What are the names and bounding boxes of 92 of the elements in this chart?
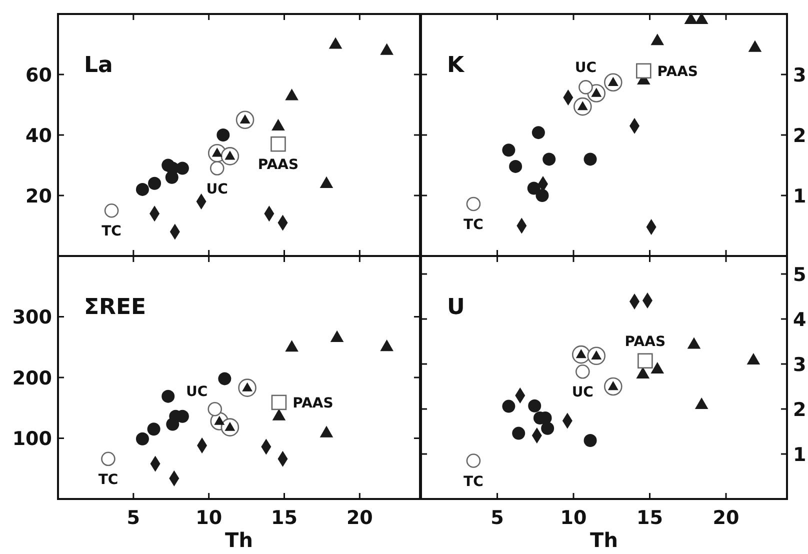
y-tick-label: 40 — [26, 124, 52, 147]
point — [271, 394, 287, 410]
point — [584, 152, 597, 166]
point — [285, 88, 298, 100]
point — [650, 362, 664, 374]
point — [536, 189, 549, 202]
text: La — [84, 53, 113, 78]
point — [330, 330, 344, 342]
text: U — [447, 295, 465, 320]
point — [216, 128, 230, 142]
y-tick-label: 2 — [793, 124, 806, 147]
point — [270, 136, 286, 152]
text: K — [447, 53, 465, 78]
y-tick-label: 3 — [793, 64, 806, 86]
point — [218, 372, 232, 386]
y-tick-label: 300 — [12, 306, 52, 329]
annotation: TC — [98, 472, 118, 488]
point — [684, 12, 698, 24]
y-tick-label: 4 — [793, 308, 806, 331]
x-tick-label: 5 — [490, 507, 504, 529]
point — [176, 162, 189, 175]
point — [578, 80, 593, 94]
annotation: PAAS — [624, 334, 666, 350]
point — [136, 182, 149, 196]
point — [104, 203, 119, 218]
point — [272, 408, 286, 420]
point — [320, 426, 334, 438]
annotation: PAAS — [258, 157, 299, 174]
x-tick-label: 10 — [196, 507, 222, 529]
point — [746, 352, 760, 364]
point — [285, 340, 298, 352]
point — [512, 426, 526, 440]
y-tick-label: 2 — [793, 398, 806, 421]
point — [636, 366, 650, 378]
x-tick-label: 5 — [126, 507, 140, 529]
point — [380, 340, 394, 352]
point — [136, 432, 149, 446]
point — [147, 422, 160, 436]
annotation: PAAS — [292, 395, 334, 412]
annotation: TC — [464, 474, 484, 490]
y-tick-label: 100 — [12, 428, 52, 450]
x-axis-title: Th — [225, 528, 253, 552]
annotation: UC — [572, 384, 594, 401]
point — [748, 40, 762, 52]
point — [466, 196, 481, 212]
point — [638, 353, 653, 368]
point — [687, 337, 701, 349]
y-tick-label: 20 — [26, 185, 52, 208]
annotation: UC — [574, 60, 597, 76]
point — [148, 176, 162, 190]
point — [328, 37, 342, 49]
y-tick-label: 1 — [793, 444, 806, 466]
point — [101, 452, 116, 466]
x-tick-label: 10 — [560, 507, 587, 529]
point — [165, 170, 178, 184]
y-tick-label: 1 — [793, 185, 806, 208]
point — [528, 399, 542, 412]
point — [576, 364, 590, 379]
annotation: UC — [186, 384, 208, 400]
point — [272, 118, 285, 130]
point — [694, 398, 708, 410]
x-tick-label: 20 — [346, 507, 373, 529]
annotation: UC — [206, 181, 228, 198]
point — [527, 182, 540, 195]
point — [532, 126, 545, 140]
x-tick-label: 20 — [712, 507, 740, 529]
point — [541, 422, 554, 435]
point — [584, 434, 597, 447]
point — [636, 63, 652, 79]
point — [466, 454, 481, 468]
point — [208, 402, 222, 416]
x-axis-title: Th — [590, 528, 618, 552]
text: ΣREE — [84, 295, 146, 320]
y-tick-label: 3 — [793, 354, 806, 376]
point — [502, 400, 516, 413]
point — [502, 144, 516, 157]
y-tick-label: 5 — [793, 264, 806, 286]
x-tick-label: 15 — [636, 507, 663, 529]
point — [320, 176, 334, 188]
point — [542, 152, 556, 166]
point — [694, 12, 708, 24]
point — [509, 160, 522, 173]
point — [650, 34, 664, 46]
y-tick-label: 60 — [26, 64, 52, 86]
y-tick-label: 200 — [12, 367, 52, 390]
point — [210, 161, 224, 176]
point — [162, 390, 175, 403]
annotation: TC — [464, 217, 484, 234]
x-tick-label: 15 — [271, 507, 298, 529]
annotation: PAAS — [657, 64, 698, 80]
annotation: TC — [102, 224, 122, 240]
point — [380, 43, 394, 55]
